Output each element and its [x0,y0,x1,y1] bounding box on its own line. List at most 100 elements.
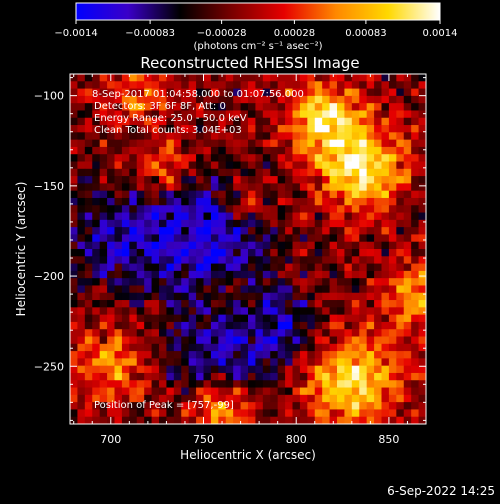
heatmap-cell [329,125,338,133]
heatmap-cell [270,110,279,119]
heatmap-cell [77,183,86,192]
heatmap-cell [329,197,338,206]
heatmap-cell [99,117,108,126]
heatmap-cell [248,372,256,381]
heatmap-cell [314,263,323,272]
heatmap-cell [233,292,241,301]
heatmap-cell [403,314,412,323]
heatmap-cell [210,95,219,104]
heatmap-cell [314,329,323,337]
heatmap-cell [411,74,419,82]
heatmap-cell [188,249,197,257]
heatmap-cell [344,394,353,403]
heatmap-cell [70,168,78,177]
heatmap-cell [344,343,353,352]
heatmap-cell [166,219,175,228]
heatmap-cell [270,183,279,192]
heatmap-cell [337,227,345,235]
heatmap-cell [248,227,256,235]
heatmap-cell [255,74,264,82]
heatmap-cell [196,183,204,192]
heatmap-cell [121,380,130,388]
heatmap-cell [314,190,323,199]
heatmap-cell [114,321,123,330]
heatmap-cell [114,292,123,301]
heatmap-cell [344,139,353,148]
heatmap-cell [129,372,138,381]
heatmap-cell [248,358,256,367]
heatmap-cell [107,409,115,418]
heatmap-cell [337,197,345,206]
heatmap-cell [136,409,145,418]
heatmap-cell [188,329,197,337]
heatmap-cell [136,307,145,316]
heatmap-cell [314,197,323,206]
heatmap-cell [248,176,256,184]
heatmap-cell [307,219,316,228]
heatmap-cell [151,197,160,206]
heatmap-cell [396,197,405,206]
heatmap-cell [196,154,204,162]
heatmap-cell [84,351,93,359]
heatmap-cell [196,241,204,250]
heatmap-cell [114,190,123,199]
heatmap-cell [418,110,426,119]
heatmap-cell [307,176,316,184]
heatmap-cell [351,263,360,272]
heatmap-cell [262,372,271,381]
heatmap-cell [381,95,390,104]
heatmap-cell [92,234,101,243]
heatmap-cell [366,234,375,243]
heatmap-cell [388,256,397,264]
heatmap-cell [277,197,286,206]
heatmap-cell [262,336,271,345]
heatmap-cell [129,176,138,184]
heatmap-cell [359,103,368,111]
heatmap-cell [166,234,175,243]
heatmap-cell [173,154,182,162]
heatmap-cell [136,343,145,352]
heatmap-cell [351,307,360,316]
heatmap-cell [381,205,390,213]
heatmap-cell [388,314,397,323]
heatmap-cell [322,234,330,243]
heatmap-cell [159,110,167,119]
heatmap-cell [136,351,145,359]
heatmap-cell [151,292,160,301]
heatmap-cell [366,372,375,381]
heatmap-cell [299,270,308,279]
heatmap-cell [337,74,345,82]
heatmap-cell [181,351,190,359]
heatmap-cell [159,314,167,323]
heatmap-cell [92,278,101,286]
heatmap-cell [203,307,212,316]
heatmap-cell [188,81,197,89]
heatmap-cell [181,183,190,192]
heatmap-cell [359,365,368,374]
heatmap-cell [173,117,182,126]
heatmap-cell [151,336,160,345]
heatmap-cell [337,154,345,162]
heatmap-cell [218,168,227,177]
heatmap-cell [173,270,182,279]
heatmap-cell [225,234,234,243]
heatmap-cell [418,146,426,155]
heatmap-cell [107,227,115,235]
heatmap-cell [196,190,204,199]
heatmap-cell [107,95,115,104]
heatmap-cell [322,249,330,257]
heatmap-cell [84,219,93,228]
heatmap-cell [107,110,115,119]
heatmap-cell [77,285,86,294]
heatmap-cell [403,161,412,170]
heatmap-cell [388,387,397,396]
heatmap-cell [359,270,368,279]
heatmap-cell [240,270,249,279]
heatmap-cell [233,263,241,272]
heatmap-cell [188,146,197,155]
heatmap-cell [99,146,108,155]
heatmap-cell [173,197,182,206]
heatmap-cell [181,219,190,228]
heatmap-cell [233,146,241,155]
heatmap-cell [77,74,86,82]
